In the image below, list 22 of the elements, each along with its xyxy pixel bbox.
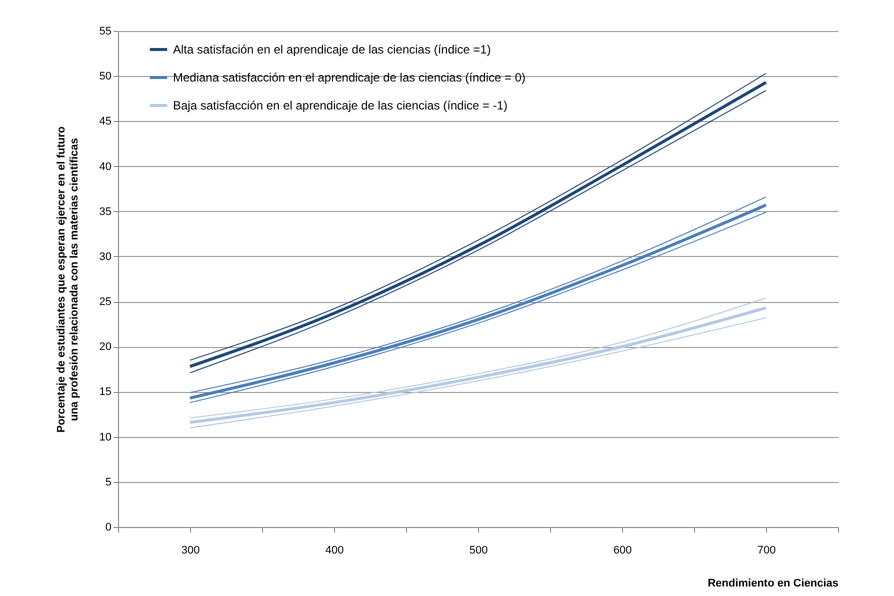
y-axis-title: Porcentaje de estudiantes que esperan ejercer en el futuro una profesión relacionada con las materias científicas [55,126,80,433]
x-tick-label: 600 [613,544,632,556]
x-tick-label: 300 [181,544,200,556]
x-axis-title: Rendimiento en Ciencias [708,578,838,590]
legend-label: Alta satisfación en el aprendicaje de las ciencias (índice =1) [173,42,491,56]
y-tick-label: 25 [99,296,112,308]
y-tick-label: 30 [99,250,112,263]
y-tick-label: 35 [99,206,112,218]
legend-label: Mediana satisfacción en el aprendicaje de las ciencias (índice = 0) [173,70,526,84]
y-tick-label: 15 [99,386,112,398]
y-tick-label: 5 [105,476,112,488]
y-tick-label: 20 [99,341,112,354]
y-tick-label: 45 [99,116,112,128]
x-tick-label: 400 [325,544,344,556]
x-tick-label: 700 [757,544,776,556]
y-tick-label: 10 [99,431,112,444]
legend-label: Baja satisfacción en el aprendicaje de las ciencias (índice = -1) [173,98,508,112]
y-tick-label: 50 [99,70,112,83]
y-tick-label: 0 [105,522,112,534]
y-tick-label: 55 [99,26,112,38]
y-tick-label: 40 [99,160,112,173]
x-tick-label: 500 [469,544,488,556]
